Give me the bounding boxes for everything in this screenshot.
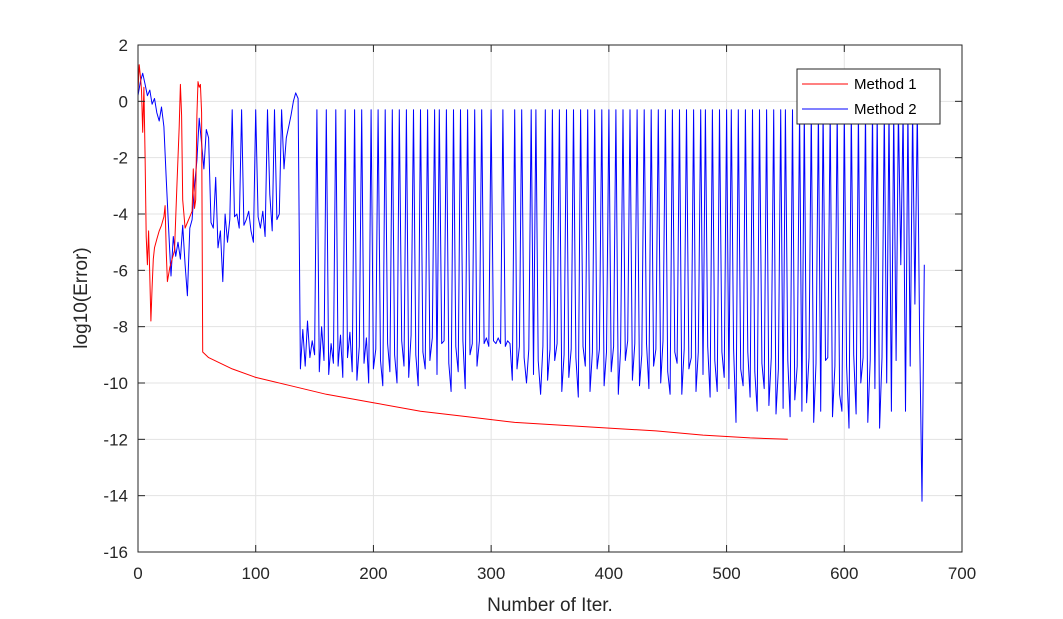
x-tick-label: 300 [477, 564, 505, 583]
x-tick-label: 500 [712, 564, 740, 583]
y-tick-labels: -16 -14 -12 -10 -8 -6 -4 -2 0 2 [103, 36, 128, 562]
y-tick-label: 2 [119, 36, 128, 55]
y-tick-label: -14 [103, 487, 128, 506]
x-tick-label: 600 [830, 564, 858, 583]
y-tick-label: -2 [113, 149, 128, 168]
y-tick-label: -6 [113, 261, 128, 280]
y-tick-label: 0 [119, 92, 128, 111]
legend-label-method-2: Method 2 [854, 101, 917, 118]
y-tick-label: -12 [103, 430, 128, 449]
x-tick-label: 0 [133, 564, 142, 583]
y-tick-label: -4 [113, 205, 128, 224]
legend-label-method-1: Method 1 [854, 76, 917, 93]
series-line-method-2 [137, 72, 925, 502]
x-tick-label: 400 [595, 564, 623, 583]
series-layer [137, 64, 925, 502]
x-tick-label: 100 [242, 564, 270, 583]
y-tick-label: -10 [103, 374, 128, 393]
y-tick-label: -16 [103, 543, 128, 562]
x-tick-labels: 0 100 200 300 400 500 600 700 [133, 564, 976, 583]
axes-frame [137, 44, 963, 553]
y-axis-label: log10(Error) [71, 247, 92, 348]
tick-marks [137, 44, 963, 553]
series-line-method-1 [137, 64, 788, 440]
x-tick-label: 200 [359, 564, 387, 583]
legend-box [796, 68, 941, 125]
y-tick-label: -8 [113, 318, 128, 337]
x-tick-label: 700 [948, 564, 976, 583]
legend: Method 1 Method 2 [796, 68, 941, 125]
x-axis-label: Number of Iter. [487, 595, 613, 616]
